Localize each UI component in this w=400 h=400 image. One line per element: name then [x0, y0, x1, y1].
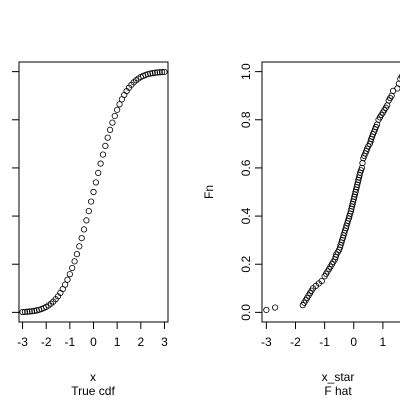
- left-data-point: [78, 235, 85, 242]
- right-data-point: [397, 75, 400, 82]
- left-data-point: [66, 271, 73, 278]
- left-data-point: [149, 70, 156, 77]
- right-x-axis-title: x_star: [322, 370, 355, 384]
- right-x-tick-label: -3: [261, 335, 272, 349]
- right-x-tick-label: 1: [380, 335, 387, 349]
- left-data-point: [158, 68, 166, 76]
- left-data-point: [64, 276, 71, 283]
- right-y-tick-label: 0.0: [239, 304, 253, 321]
- left-data-point: [26, 308, 33, 315]
- left-data-point: [97, 160, 104, 167]
- left-x-axis-title: x: [90, 370, 96, 384]
- left-data-point: [24, 308, 31, 315]
- right-data-point: [398, 73, 400, 79]
- left-data-point: [71, 258, 78, 265]
- left-data-point: [111, 112, 118, 120]
- right-plot-frame: [261, 61, 400, 323]
- left-points: [19, 68, 168, 316]
- left-data-point: [92, 179, 99, 186]
- left-data-point: [109, 119, 116, 126]
- right-data-point: [272, 304, 279, 311]
- left-x-ticks: -3 -2 -1 0 1 2 3: [17, 322, 168, 349]
- left-data-point: [116, 101, 123, 108]
- left-data-point: [114, 106, 121, 113]
- left-data-point: [76, 243, 83, 250]
- left-data-point: [144, 71, 151, 78]
- right-points: [263, 73, 400, 314]
- left-x-tick-label: -1: [65, 335, 76, 349]
- left-x-tick-label: 0: [90, 335, 97, 349]
- right-y-axis-title: Fn: [202, 185, 216, 199]
- left-data-point: [154, 69, 161, 76]
- right-data-point: [359, 160, 366, 167]
- right-y-tick-label: 0.6: [239, 159, 253, 176]
- left-data-point: [104, 134, 111, 141]
- left-data-point: [85, 207, 92, 215]
- left-data-point: [147, 70, 154, 77]
- right-x-tick-label: -2: [290, 335, 301, 349]
- f-hat-panel: -3 -2 -1 0 1 0.0 0.2 0.4 0.6 0.8 1.0 x_star F hat…: [202, 61, 400, 398]
- left-data-point: [80, 226, 88, 233]
- right-x-tick-label: -1: [319, 335, 330, 349]
- left-data-point: [62, 281, 69, 288]
- left-x-tick-label: -2: [41, 335, 52, 349]
- left-data-point: [31, 307, 38, 314]
- left-data-point: [102, 142, 109, 149]
- left-data-point: [88, 198, 95, 205]
- right-subtitle: F hat: [324, 384, 352, 398]
- left-data-point: [99, 151, 107, 158]
- right-y-tick-label: 0.4: [239, 207, 253, 224]
- left-data-point: [73, 251, 81, 258]
- left-data-point: [151, 69, 159, 76]
- true-cdf-panel: -3 -2 -1 0 1 2 3 x True cdf: [12, 61, 169, 398]
- right-y-ticks: 0.0 0.2 0.4 0.6 0.8 1.0: [239, 63, 262, 321]
- left-x-tick-label: 1: [114, 335, 121, 349]
- left-x-tick-label: 3: [161, 335, 168, 349]
- left-data-point: [28, 308, 36, 315]
- left-data-point: [90, 188, 97, 196]
- left-data-point: [156, 69, 163, 76]
- left-data-point: [95, 169, 102, 177]
- right-x-tick-label: 0: [350, 335, 357, 349]
- right-y-tick-label: 0.2: [239, 256, 253, 273]
- right-data-point: [318, 277, 325, 285]
- right-y-tick-label: 0.8: [239, 111, 253, 128]
- left-x-tick-label: -3: [17, 335, 28, 349]
- left-plot-frame: [18, 61, 169, 323]
- left-data-point: [21, 308, 29, 316]
- right-data-point: [263, 306, 270, 314]
- left-data-point: [83, 217, 90, 224]
- left-subtitle: True cdf: [71, 384, 115, 398]
- right-x-ticks: -3 -2 -1 0 1: [261, 322, 387, 349]
- left-data-point: [69, 264, 76, 272]
- left-data-point: [19, 308, 26, 316]
- left-data-point: [161, 68, 168, 76]
- left-x-tick-label: 2: [137, 335, 144, 349]
- right-y-tick-label: 1.0: [239, 63, 253, 80]
- left-data-point: [106, 126, 114, 133]
- right-data-point: [358, 164, 366, 172]
- left-y-ticks: [12, 71, 19, 313]
